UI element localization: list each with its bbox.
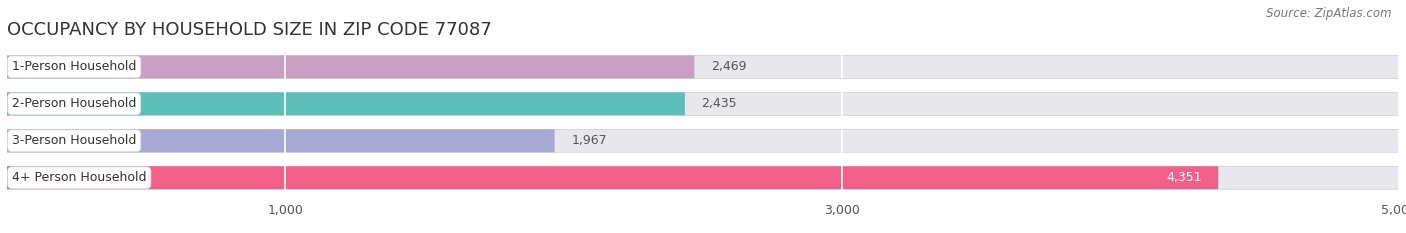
Text: 2,435: 2,435 (702, 97, 737, 110)
Text: 2,469: 2,469 (711, 60, 747, 73)
FancyBboxPatch shape (7, 129, 1399, 152)
FancyBboxPatch shape (7, 93, 685, 115)
FancyBboxPatch shape (7, 55, 695, 78)
Text: 2-Person Household: 2-Person Household (13, 97, 136, 110)
FancyBboxPatch shape (7, 166, 1218, 189)
Text: 3-Person Household: 3-Person Household (13, 134, 136, 147)
FancyBboxPatch shape (7, 129, 554, 152)
Text: 1-Person Household: 1-Person Household (13, 60, 136, 73)
Text: Source: ZipAtlas.com: Source: ZipAtlas.com (1267, 7, 1392, 20)
FancyBboxPatch shape (7, 55, 1399, 78)
FancyBboxPatch shape (7, 166, 1399, 189)
Text: OCCUPANCY BY HOUSEHOLD SIZE IN ZIP CODE 77087: OCCUPANCY BY HOUSEHOLD SIZE IN ZIP CODE … (7, 21, 492, 39)
Text: 4,351: 4,351 (1166, 171, 1202, 184)
Text: 4+ Person Household: 4+ Person Household (13, 171, 146, 184)
Text: 1,967: 1,967 (571, 134, 607, 147)
FancyBboxPatch shape (7, 93, 1399, 115)
